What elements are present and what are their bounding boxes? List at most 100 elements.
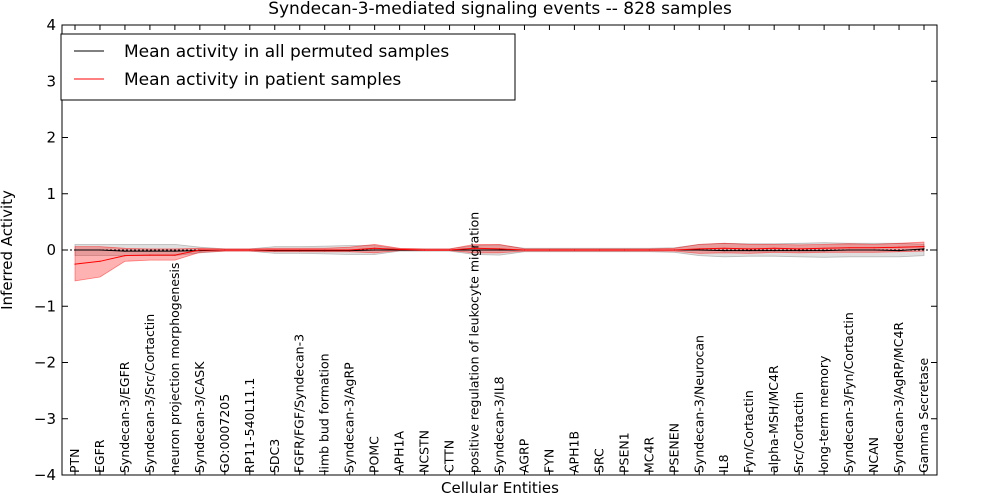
point-series-1-6	[224, 249, 226, 251]
point-series-1-29	[798, 248, 800, 250]
x-tick-label: IL8	[716, 454, 731, 473]
x-tick-label: Syndecan-3/AgRP	[342, 362, 357, 473]
legend-frame	[60, 33, 516, 101]
point-series-1-33	[898, 246, 900, 248]
y-tick-label: −1	[34, 297, 56, 315]
series-lines	[74, 246, 925, 265]
point-series-1-13	[399, 248, 401, 250]
x-tick-label: POMC	[367, 436, 382, 473]
x-tick-label: Syndecan-3/EGFR	[117, 361, 132, 473]
y-tick-label: 2	[46, 129, 56, 147]
point-series-1-0	[74, 263, 76, 265]
point-series-0-26	[723, 250, 725, 252]
plot-frame	[61, 24, 938, 476]
point-series-0-12	[374, 249, 376, 251]
point-series-1-4	[174, 254, 176, 256]
x-tick-label: Syndecan-3/Neurocan	[691, 335, 706, 473]
x-tick-label: Syndecan-3/CASK	[192, 361, 207, 473]
legend: Mean activity in all permuted samples Me…	[60, 33, 516, 101]
point-series-1-1	[99, 260, 101, 262]
x-tick-label: Syndecan-3/IL8	[492, 376, 507, 473]
y-tick-label: 1	[46, 185, 56, 203]
x-tick-label: CTTN	[442, 440, 457, 473]
x-tick-label: Fyn/Cortactin	[741, 390, 756, 473]
point-series-0-30	[823, 250, 825, 252]
x-tick-label: Syndecan-3/AgRP/MC4R	[891, 322, 906, 473]
point-series-1-14	[424, 249, 426, 251]
point-series-1-2	[124, 255, 126, 257]
point-series-0-34	[923, 248, 925, 250]
point-series-0-16	[473, 249, 476, 251]
x-tick-label: AGRP	[517, 438, 532, 473]
x-tick-label: Gamma Secretase	[916, 358, 931, 473]
point-series-0-32	[873, 249, 875, 251]
y-axis-label: Inferred Activity	[0, 190, 16, 310]
point-series-0-17	[498, 249, 501, 251]
point-series-1-9	[299, 249, 301, 251]
x-tick-label: NCAN	[866, 437, 881, 473]
y-tick-label: −2	[34, 354, 56, 372]
point-series-1-22	[623, 249, 626, 251]
x-tick-label: PTN	[67, 448, 82, 473]
point-series-1-34	[923, 246, 925, 248]
point-series-1-7	[249, 249, 251, 251]
x-tick-label: PSENEN	[666, 423, 681, 473]
x-tick-labels: PTN EGFR Syndecan-3/EGFR Syndecan-3/Src/Cor…	[67, 212, 931, 473]
band-series-1	[74, 241, 925, 282]
point-series-1-3	[149, 254, 151, 256]
x-tick-label: alpha-MSH/MC4R	[766, 365, 781, 473]
point-series-1-27	[748, 248, 750, 250]
x-tick-label: FGFR/FGF/Syndecan-3	[292, 334, 307, 473]
point-series-1-17	[498, 248, 501, 250]
point-series-0-3	[149, 250, 151, 252]
point-series-1-12	[374, 247, 376, 249]
x-tick-label: SDC3	[267, 439, 282, 473]
point-series-1-23	[648, 249, 650, 251]
y-tick-label: −4	[34, 466, 56, 484]
point-series-1-18	[523, 249, 526, 251]
y-tick-label: −3	[34, 410, 56, 428]
point-series-1-16	[473, 247, 476, 249]
x-tick-label: neuron projection morphogenesis	[167, 262, 182, 473]
x-tick-label: APH1B	[566, 431, 581, 473]
x-tick-label: EGFR	[92, 439, 107, 473]
point-series-1-19	[548, 249, 551, 251]
x-tick-label: FYN	[541, 449, 556, 473]
legend-label-permuted: Mean activity in all permuted samples	[124, 42, 449, 62]
point-series-0-28	[773, 250, 775, 252]
x-tick-label: GO:0007205	[217, 394, 232, 473]
x-tick-label: SRC	[591, 448, 606, 473]
x-tick-label: NCSTN	[417, 430, 432, 473]
x-tick-label: MC4R	[641, 437, 656, 473]
x-tick-label: APH1A	[392, 431, 407, 473]
x-axis-label: Cellular Entities	[441, 479, 559, 497]
legend-label-patient: Mean activity in patient samples	[124, 70, 401, 90]
point-series-0-29	[798, 250, 800, 252]
chart-title: Syndecan-3-mediated signaling events -- …	[268, 0, 732, 19]
point-series-1-28	[773, 247, 775, 249]
x-tick-label: Syndecan-3/Fyn/Cortactin	[841, 312, 856, 473]
x-tick-label: RP11-540L11.1	[242, 378, 257, 473]
x-tick-label: Syndecan-3/Src/Cortactin	[142, 314, 157, 473]
x-tick-label: PSEN1	[616, 432, 631, 473]
point-series-1-31	[848, 247, 850, 249]
point-series-1-10	[324, 249, 326, 251]
point-series-0-27	[748, 250, 750, 252]
x-tick-label: limb bud formation	[317, 353, 332, 473]
point-series-1-21	[598, 249, 601, 251]
point-series-1-11	[349, 249, 351, 251]
point-series-0-2	[124, 250, 126, 252]
point-series-1-24	[673, 249, 675, 251]
x-tick-label: positive regulation of leukocyte migrati…	[467, 212, 482, 473]
x-tick-label: long-term memory	[816, 355, 831, 473]
point-series-1-5	[199, 249, 201, 251]
y-tick-label: 3	[46, 72, 56, 90]
y-tick-label: 4	[46, 16, 56, 34]
point-series-1-20	[573, 249, 576, 251]
point-series-1-15	[449, 249, 451, 251]
point-series-0-33	[898, 250, 900, 252]
point-series-1-26	[723, 247, 725, 249]
x-tick-label: Src/Cortactin	[791, 392, 806, 473]
y-tick-label: 0	[46, 241, 56, 259]
